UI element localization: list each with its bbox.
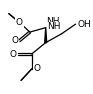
Text: O: O	[16, 18, 23, 27]
Text: OH: OH	[77, 20, 91, 29]
Text: O: O	[11, 36, 18, 45]
Text: OH: OH	[77, 20, 91, 29]
Text: O: O	[33, 64, 40, 74]
Text: O: O	[10, 50, 17, 59]
Text: NH: NH	[47, 22, 61, 31]
Text: NH: NH	[47, 17, 60, 26]
Polygon shape	[45, 28, 47, 43]
